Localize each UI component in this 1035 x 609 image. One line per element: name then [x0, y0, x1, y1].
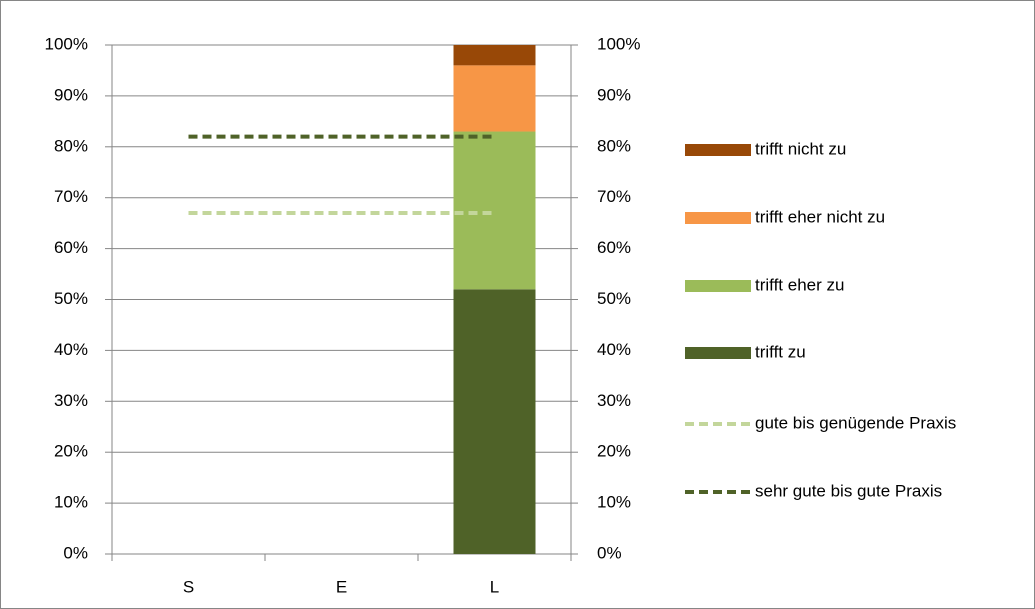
- y-tick-label: 40%: [54, 340, 88, 359]
- y2-tick-label: 30%: [597, 391, 631, 410]
- y2-tick-label: 20%: [597, 442, 631, 461]
- y-tick-label: 50%: [54, 289, 88, 308]
- legend-swatch: [685, 212, 751, 224]
- legend-swatch: [685, 280, 751, 292]
- y2-tick-label: 50%: [597, 289, 631, 308]
- legend-label: trifft nicht zu: [755, 139, 846, 158]
- y2-tick-label: 90%: [597, 85, 631, 104]
- legend-label: trifft zu: [755, 342, 806, 361]
- y2-tick-label: 10%: [597, 493, 631, 512]
- y2-tick-label: 0%: [597, 543, 622, 562]
- y-tick-label: 60%: [54, 238, 88, 257]
- legend-swatch: [685, 347, 751, 359]
- bar: [453, 65, 536, 132]
- y-tick-label: 0%: [63, 543, 88, 562]
- y-tick-label: 100%: [45, 34, 88, 53]
- y2-tick-label: 60%: [597, 238, 631, 257]
- y2-tick-label: 70%: [597, 187, 631, 206]
- x-tick-label: S: [183, 577, 194, 596]
- y2-tick-label: 100%: [597, 34, 640, 53]
- legend-label: sehr gute bis gute Praxis: [755, 481, 942, 500]
- x-tick-label: L: [490, 577, 499, 596]
- legend-label: trifft eher nicht zu: [755, 207, 885, 226]
- y-tick-label: 90%: [54, 85, 88, 104]
- bar: [453, 45, 536, 66]
- legend-label: gute bis genügende Praxis: [755, 413, 956, 432]
- y2-tick-label: 40%: [597, 340, 631, 359]
- y-tick-label: 20%: [54, 442, 88, 461]
- bar: [453, 289, 536, 554]
- bar: [453, 131, 536, 290]
- x-tick-label: E: [336, 577, 347, 596]
- y-tick-label: 10%: [54, 493, 88, 512]
- legend-swatch: [685, 144, 751, 156]
- y-tick-label: 30%: [54, 391, 88, 410]
- y-tick-label: 80%: [54, 136, 88, 155]
- y2-tick-label: 80%: [597, 136, 631, 155]
- y-tick-label: 70%: [54, 187, 88, 206]
- legend-label: trifft eher zu: [755, 275, 844, 294]
